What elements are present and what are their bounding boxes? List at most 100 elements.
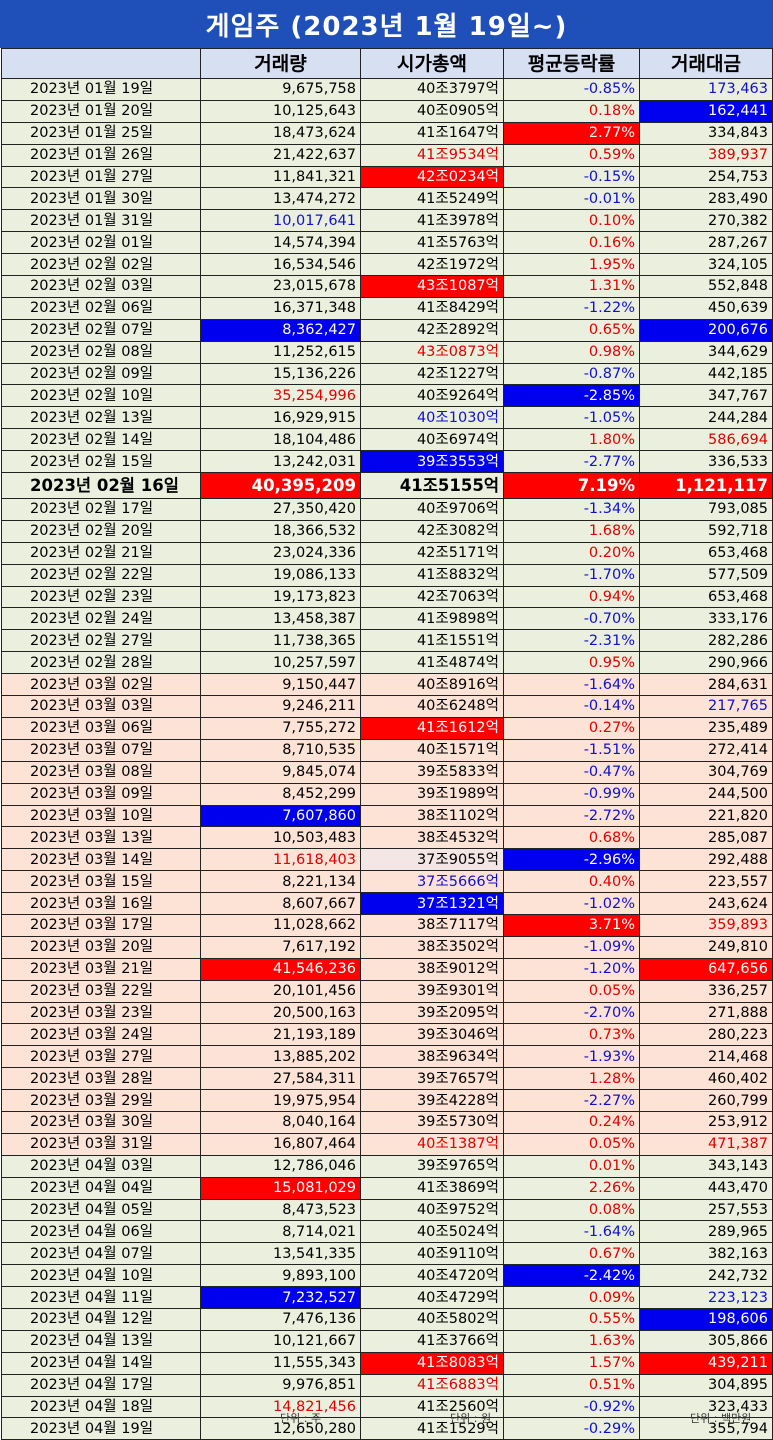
date-cell: 2023년 03월 06일 bbox=[1, 716, 201, 740]
table-row: 2023년 03월 09일 8,452,299 39조1989억 -0.99% 244,… bbox=[1, 782, 773, 806]
unit-market-cap: 단위 : 원 bbox=[450, 1412, 492, 1425]
market-cap-cell: 39조4228억 bbox=[360, 1089, 504, 1112]
volume-cell: 8,607,667 bbox=[200, 892, 361, 915]
change-cell: 1.80% bbox=[503, 428, 640, 452]
amount-cell: 793,085 bbox=[639, 498, 773, 521]
market-cap-cell: 39조5730억 bbox=[360, 1110, 504, 1134]
change-cell: 1.95% bbox=[503, 253, 640, 277]
volume-cell: 13,242,031 bbox=[200, 450, 361, 474]
date-cell: 2023년 02월 09일 bbox=[1, 362, 201, 386]
change-cell: -0.14% bbox=[503, 695, 640, 718]
market-cap-cell: 41조1551억 bbox=[360, 629, 504, 653]
table-row: 2023년 01월 20일 10,125,643 40조0905억 0.18% 162,… bbox=[1, 99, 773, 123]
market-cap-cell: 38조9012억 bbox=[360, 957, 504, 981]
amount-cell: 214,468 bbox=[639, 1045, 773, 1069]
date-cell: 2023년 04월 07일 bbox=[1, 1242, 201, 1266]
market-cap-cell: 42조7063억 bbox=[360, 585, 504, 609]
market-cap-cell: 40조8916억 bbox=[360, 673, 504, 697]
volume-cell: 16,534,546 bbox=[200, 253, 361, 277]
volume-cell: 15,081,029 bbox=[200, 1176, 361, 1200]
market-cap-cell: 42조0234억 bbox=[360, 165, 504, 189]
date-cell: 2023년 04월 19일 bbox=[1, 1417, 201, 1440]
date-cell: 2023년 03월 08일 bbox=[1, 760, 201, 784]
change-cell: 0.67% bbox=[503, 1242, 640, 1266]
change-cell: 0.01% bbox=[503, 1154, 640, 1178]
table-row: 2023년 01월 27일 11,841,321 42조0234억 -0.15% 254… bbox=[1, 165, 773, 189]
volume-cell: 8,473,523 bbox=[200, 1198, 361, 1222]
volume-cell: 10,017,641 bbox=[200, 209, 361, 233]
market-cap-cell: 41조1612억 bbox=[360, 716, 504, 740]
amount-cell: 285,087 bbox=[639, 826, 773, 850]
change-cell: 0.16% bbox=[503, 231, 640, 255]
amount-cell: 235,489 bbox=[639, 716, 773, 740]
market-cap-cell: 41조5249억 bbox=[360, 187, 504, 211]
date-cell: 2023년 03월 31일 bbox=[1, 1132, 201, 1156]
change-cell: 0.20% bbox=[503, 541, 640, 565]
volume-cell: 11,252,615 bbox=[200, 340, 361, 364]
change-cell: 0.08% bbox=[503, 1198, 640, 1222]
table-row: 2023년 01월 30일 13,474,272 41조5249억 -0.01% 283… bbox=[1, 187, 773, 211]
date-cell: 2023년 04월 06일 bbox=[1, 1220, 201, 1244]
date-cell: 2023년 04월 04일 bbox=[1, 1176, 201, 1200]
change-cell: -1.22% bbox=[503, 296, 640, 320]
amount-cell: 343,143 bbox=[639, 1154, 773, 1178]
market-cap-cell: 38조3502억 bbox=[360, 935, 504, 959]
market-cap-cell: 40조0905억 bbox=[360, 99, 504, 123]
market-cap-cell: 41조2560억 bbox=[360, 1395, 504, 1419]
volume-cell: 11,738,365 bbox=[200, 629, 361, 653]
date-cell: 2023년 01월 26일 bbox=[1, 143, 201, 167]
unit-volume: 단위 : 주 bbox=[280, 1412, 322, 1425]
table-row: 2023년 03월 13일 10,503,483 38조4532억 0.68% 285,… bbox=[1, 826, 773, 850]
date-cell: 2023년 04월 10일 bbox=[1, 1264, 201, 1288]
header-date bbox=[1, 48, 201, 79]
amount-cell: 653,468 bbox=[639, 541, 773, 565]
market-cap-cell: 40조5802억 bbox=[360, 1307, 504, 1331]
amount-cell: 260,799 bbox=[639, 1089, 773, 1112]
date-cell: 2023년 04월 14일 bbox=[1, 1351, 201, 1375]
change-cell: 0.55% bbox=[503, 1307, 640, 1331]
change-cell: -2.96% bbox=[503, 848, 640, 872]
volume-cell: 16,371,348 bbox=[200, 296, 361, 320]
change-cell: 2.77% bbox=[503, 121, 640, 145]
market-cap-cell: 41조8832억 bbox=[360, 563, 504, 587]
market-cap-cell: 40조9110억 bbox=[360, 1242, 504, 1266]
table-row: 2023년 03월 30일 8,040,164 39조5730억 0.24% 253,9… bbox=[1, 1110, 773, 1134]
table-row: 2023년 03월 16일 8,607,667 37조1321억 -1.02% 243,… bbox=[1, 892, 773, 915]
date-cell: 2023년 02월 17일 bbox=[1, 498, 201, 521]
volume-cell: 21,193,189 bbox=[200, 1023, 361, 1047]
market-cap-cell: 40조1387억 bbox=[360, 1132, 504, 1156]
market-cap-cell: 41조3978억 bbox=[360, 209, 504, 233]
date-cell: 2023년 04월 18일 bbox=[1, 1395, 201, 1419]
change-cell: 1.68% bbox=[503, 519, 640, 543]
table-row: 2023년 02월 27일 11,738,365 41조1551억 -2.31% 282… bbox=[1, 629, 773, 653]
market-cap-cell: 38조4532억 bbox=[360, 826, 504, 850]
date-cell: 2023년 04월 03일 bbox=[1, 1154, 201, 1178]
amount-cell: 324,105 bbox=[639, 253, 773, 277]
volume-cell: 7,232,527 bbox=[200, 1286, 361, 1309]
market-cap-cell: 39조2095억 bbox=[360, 1001, 504, 1025]
change-cell: 0.51% bbox=[503, 1373, 640, 1397]
volume-cell: 7,617,192 bbox=[200, 935, 361, 959]
table-row: 2023년 03월 23일 20,500,163 39조2095억 -2.70% 271… bbox=[1, 1001, 773, 1025]
change-cell: -2.72% bbox=[503, 804, 640, 828]
table-row: 2023년 01월 26일 21,422,637 41조9534억 0.59% 389,… bbox=[1, 143, 773, 167]
market-cap-cell: 42조2892억 bbox=[360, 318, 504, 342]
change-cell: -1.64% bbox=[503, 673, 640, 697]
volume-cell: 8,452,299 bbox=[200, 782, 361, 806]
market-cap-cell: 37조1321억 bbox=[360, 892, 504, 915]
table-row: 2023년 03월 27일 13,885,202 38조9634억 -1.93% 214… bbox=[1, 1045, 773, 1069]
market-cap-cell: 41조9534억 bbox=[360, 143, 504, 167]
market-cap-cell: 38조1102억 bbox=[360, 804, 504, 828]
amount-cell: 450,639 bbox=[639, 296, 773, 320]
volume-cell: 10,257,597 bbox=[200, 651, 361, 675]
volume-cell: 19,173,823 bbox=[200, 585, 361, 609]
amount-cell: 223,123 bbox=[639, 1286, 773, 1309]
market-cap-cell: 37조9055억 bbox=[360, 848, 504, 872]
date-cell: 2023년 04월 17일 bbox=[1, 1373, 201, 1397]
amount-cell: 289,965 bbox=[639, 1220, 773, 1244]
date-cell: 2023년 03월 29일 bbox=[1, 1089, 201, 1112]
volume-cell: 18,473,624 bbox=[200, 121, 361, 145]
date-cell: 2023년 01월 31일 bbox=[1, 209, 201, 233]
date-cell: 2023년 02월 03일 bbox=[1, 275, 201, 298]
table-row: 2023년 04월 17일 9,976,851 41조6883억 0.51% 304,8… bbox=[1, 1373, 773, 1397]
